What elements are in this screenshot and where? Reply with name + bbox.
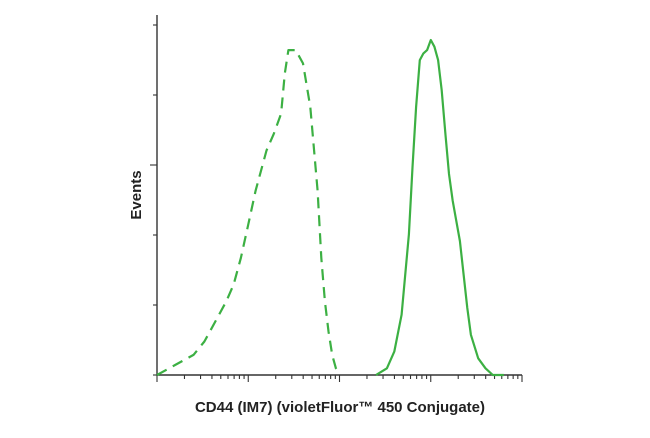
x-axis-label: CD44 (IM7) (violetFluor™ 450 Conjugate) [195, 399, 485, 416]
y-axis-label: Events [128, 170, 145, 219]
series-layer [156, 38, 504, 377]
series-line-dashed [156, 49, 341, 376]
series-line-solid [375, 38, 504, 377]
x-ticks [156, 375, 523, 382]
y-ticks [150, 24, 157, 376]
axes [156, 15, 522, 376]
